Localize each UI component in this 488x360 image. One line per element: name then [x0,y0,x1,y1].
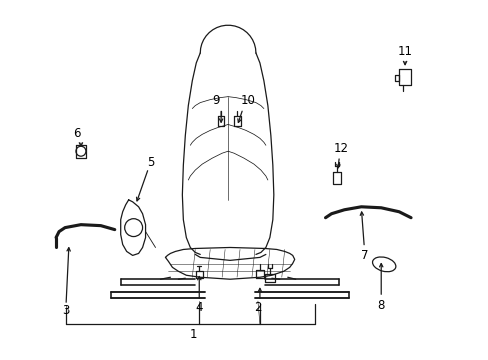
Text: 6: 6 [73,127,81,140]
Text: 8: 8 [377,298,384,311]
Text: 9: 9 [212,94,220,107]
Text: 3: 3 [62,305,70,318]
Text: 5: 5 [146,156,154,168]
Text: 7: 7 [360,249,367,262]
Text: 4: 4 [195,301,203,314]
Text: 10: 10 [240,94,255,107]
Text: 12: 12 [333,142,348,155]
Text: 11: 11 [397,45,412,58]
Text: 2: 2 [254,301,261,314]
Text: 1: 1 [189,328,197,341]
